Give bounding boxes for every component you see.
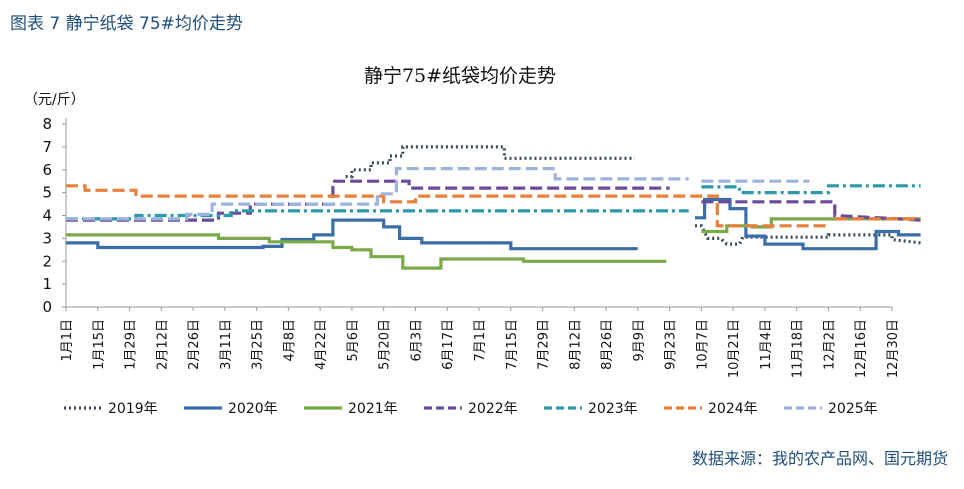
- x-tick-label: 6月3日: [409, 319, 424, 362]
- legend-label-2: 2021年: [348, 401, 398, 417]
- series-line-4-1: [701, 184, 921, 195]
- series-line-4-0: [66, 209, 689, 221]
- x-ticks: 1月1日 1月15日 1月29日 2月12日 2月26日 3月11日 3月25日 4月8日 4月…: [60, 307, 901, 378]
- x-tick-label: 12月30日: [886, 319, 901, 378]
- series-lines: [66, 145, 921, 270]
- x-tick-label: 9月9日: [632, 319, 647, 362]
- x-tick-label: 2月26日: [187, 319, 202, 370]
- x-tick-label: 10月21日: [727, 319, 742, 378]
- x-tick-label: 12月2日: [822, 319, 837, 370]
- y-tick-label: 4: [42, 207, 52, 225]
- x-tick-label: 9月23日: [664, 319, 679, 370]
- x-tick-label: 7月29日: [537, 319, 552, 370]
- legend-label-1: 2020年: [228, 401, 278, 417]
- series-line-5-0: [66, 184, 829, 228]
- x-tick-label: 4月8日: [282, 319, 297, 362]
- x-tick-label: 1月1日: [60, 319, 75, 362]
- x-tick-label: 3月25日: [251, 319, 266, 370]
- y-tick-label: 1: [42, 275, 52, 293]
- legend-label-0: 2019年: [108, 401, 158, 417]
- source-note: 数据来源：我的农产品网、国元期货: [691, 449, 948, 468]
- x-tick-label: 5月6日: [346, 319, 361, 362]
- y-tick-label: 0: [42, 298, 52, 316]
- x-tick-label: 10月7日: [695, 319, 710, 370]
- figure-label: 图表 7 静宁纸袋 75#均价走势: [10, 14, 243, 34]
- legend-label-6: 2025年: [828, 401, 878, 417]
- y-tick-label: 3: [42, 229, 52, 247]
- legend-label-3: 2022年: [468, 401, 518, 417]
- legend-label-5: 2024年: [708, 401, 758, 417]
- y-tick-label: 8: [42, 115, 52, 133]
- x-tick-label: 11月4日: [759, 319, 774, 370]
- x-tick-label: 1月29日: [124, 319, 139, 370]
- y-tick-label: 6: [42, 161, 52, 179]
- series-line-0-1: [695, 224, 921, 246]
- x-tick-label: 2月12日: [155, 319, 170, 370]
- y-tick-label: 2: [42, 252, 52, 270]
- series-line-2-0: [66, 233, 667, 270]
- x-tick-label: 8月12日: [568, 319, 583, 370]
- chart-title: 静宁75#纸袋均价走势: [364, 65, 556, 87]
- legend-label-4: 2023年: [588, 401, 638, 417]
- x-tick-label: 7月1日: [473, 319, 488, 362]
- y-ticks: 0 1 2 3 4 5 6 7 8: [42, 115, 66, 316]
- y-tick-label: 5: [42, 184, 52, 202]
- x-tick-label: 4月22日: [314, 319, 329, 370]
- y-axis-label: （元/斤）: [24, 92, 85, 108]
- series-line-0-0: [345, 145, 635, 179]
- series-line-1-0: [66, 218, 638, 251]
- x-tick-label: 1月15日: [92, 319, 107, 370]
- x-tick-label: 6月17日: [441, 319, 456, 370]
- y-tick-label: 7: [42, 138, 52, 156]
- x-tick-label: 3月11日: [219, 319, 234, 370]
- series-line-1-1: [695, 197, 921, 251]
- x-tick-label: 8月26日: [600, 319, 615, 370]
- legend: 2019年 2020年 2021年 2022年 2023年 2024年 2025年: [64, 401, 878, 417]
- x-tick-label: 11月18日: [791, 319, 806, 378]
- series-line-6-0: [66, 167, 689, 221]
- x-tick-label: 5月20日: [378, 319, 393, 370]
- x-tick-label: 7月15日: [505, 319, 520, 370]
- x-tick-label: 12月16日: [854, 319, 869, 378]
